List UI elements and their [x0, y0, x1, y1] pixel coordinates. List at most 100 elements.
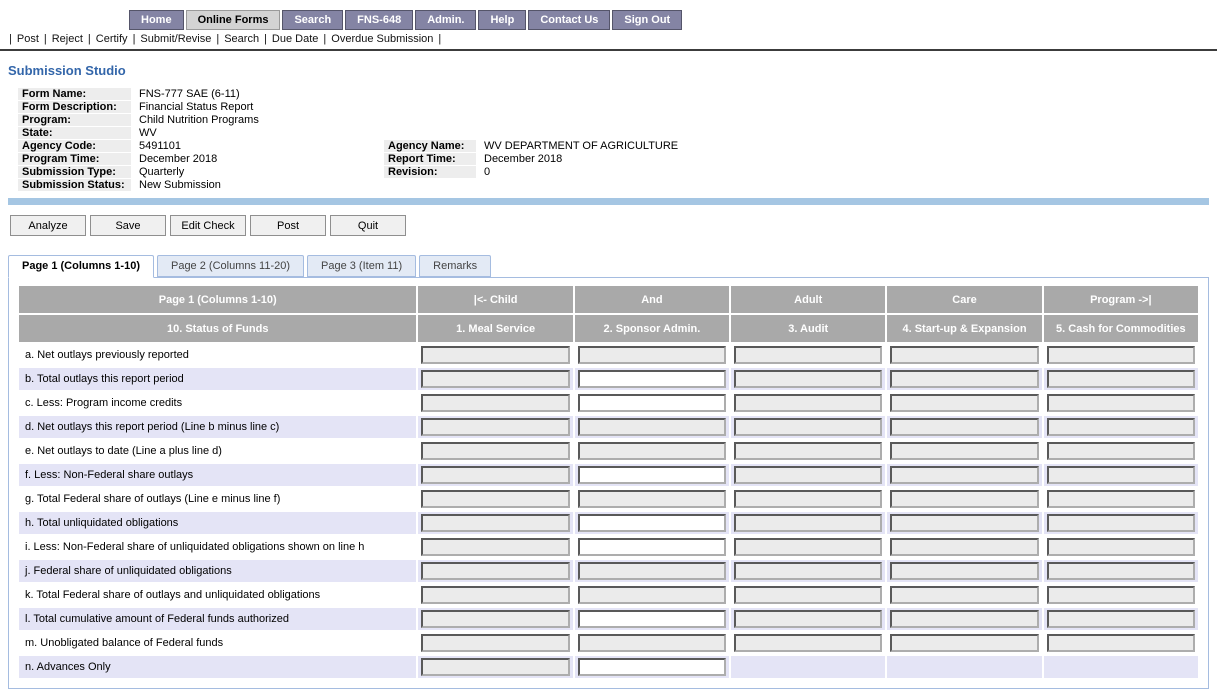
input-c-1: [421, 394, 570, 412]
meta-label-agency-name: Agency Name:: [384, 140, 476, 152]
tab-page-3-item-11[interactable]: Page 3 (Item 11): [307, 255, 417, 277]
toolbar-link-search[interactable]: Search: [224, 33, 260, 45]
toolbar-link-submit-revise[interactable]: Submit/Revise: [140, 33, 212, 45]
toolbar-link-overdue-submission[interactable]: Overdue Submission: [331, 33, 434, 45]
row-label-h: h. Total unliquidated obligations: [19, 512, 417, 534]
nav-fns-648[interactable]: FNS-648: [345, 10, 414, 30]
meta-value-state: WV: [139, 127, 157, 139]
input-j-5: [1046, 562, 1195, 580]
input-k-5: [1046, 586, 1195, 604]
meta-value-agency-code: 5491101: [139, 140, 182, 152]
nav-sign-out[interactable]: Sign Out: [612, 10, 683, 30]
column-header-child: |<- Child: [418, 286, 573, 313]
cell-d-4: [887, 416, 1042, 438]
nav-admin[interactable]: Admin.: [415, 10, 477, 30]
input-l-4: [890, 610, 1039, 628]
toolbar-link-due-date[interactable]: Due Date: [271, 33, 319, 45]
column-header-page-1-columns-1-10: Page 1 (Columns 1-10): [19, 286, 417, 313]
input-l-1: [421, 610, 570, 628]
meta-label-report-time: Report Time:: [384, 153, 476, 165]
cell-j-1: [418, 560, 573, 582]
meta-value-form-name: FNS-777 SAE (6-11): [139, 88, 240, 100]
cell-j-2: [574, 560, 730, 582]
analyze-button[interactable]: Analyze: [10, 215, 86, 236]
pipe-separator: |: [264, 33, 267, 45]
input-a-5: [1046, 346, 1195, 364]
meta-label-program: Program:: [18, 114, 131, 126]
input-h-2[interactable]: [577, 514, 727, 532]
table-row: c. Less: Program income credits: [19, 392, 1198, 414]
input-g-5: [1046, 490, 1195, 508]
input-j-2: [577, 562, 727, 580]
nav-help[interactable]: Help: [478, 10, 527, 30]
input-l-2[interactable]: [577, 610, 727, 628]
cell-h-5: [1043, 512, 1198, 534]
cell-n-3: [731, 656, 886, 678]
nav-search[interactable]: Search: [282, 10, 344, 30]
toolbar-link-reject[interactable]: Reject: [51, 33, 83, 45]
nav-contact-us[interactable]: Contact Us: [528, 10, 611, 30]
cell-h-4: [887, 512, 1042, 534]
meta-label-program-time: Program Time:: [18, 153, 131, 165]
cell-m-3: [731, 632, 886, 654]
cell-n-4: [887, 656, 1042, 678]
row-label-d: d. Net outlays this report period (Line …: [19, 416, 417, 438]
input-f-2[interactable]: [577, 466, 727, 484]
cell-j-3: [731, 560, 886, 582]
nav-online-forms[interactable]: Online Forms: [185, 10, 281, 30]
row-label-c: c. Less: Program income credits: [19, 392, 417, 414]
quit-button[interactable]: Quit: [330, 215, 406, 236]
input-c-2[interactable]: [577, 394, 727, 412]
cell-i-1: [418, 536, 573, 558]
column-header-2-sponsor-admin: 2. Sponsor Admin.: [574, 315, 730, 342]
cell-l-3: [731, 608, 886, 630]
tab-page-2-columns-11-20[interactable]: Page 2 (Columns 11-20): [156, 255, 305, 277]
cell-m-4: [887, 632, 1042, 654]
cell-f-3: [731, 464, 886, 486]
input-b-2[interactable]: [577, 370, 727, 388]
tab-page-1-columns-1-10[interactable]: Page 1 (Columns 1-10): [8, 255, 154, 278]
cell-b-5: [1043, 368, 1198, 390]
cell-m-2: [574, 632, 730, 654]
input-c-5: [1046, 394, 1195, 412]
cell-k-4: [887, 584, 1042, 606]
edit-check-button[interactable]: Edit Check: [170, 215, 246, 236]
cell-c-4: [887, 392, 1042, 414]
cell-b-3: [731, 368, 886, 390]
nav-home[interactable]: Home: [129, 10, 184, 30]
input-h-1: [421, 514, 570, 532]
input-b-4: [890, 370, 1039, 388]
toolbar-link-certify[interactable]: Certify: [95, 33, 128, 45]
column-header-and: And: [574, 286, 730, 313]
input-d-4: [890, 418, 1039, 436]
cell-h-3: [731, 512, 886, 534]
toolbar-link-post[interactable]: Post: [16, 33, 39, 45]
cell-h-2: [574, 512, 730, 534]
input-n-2[interactable]: [577, 658, 727, 676]
input-f-3: [734, 466, 883, 484]
input-k-2: [577, 586, 727, 604]
input-d-2: [577, 418, 727, 436]
save-button[interactable]: Save: [90, 215, 166, 236]
input-m-2: [577, 634, 727, 652]
row-label-g: g. Total Federal share of outlays (Line …: [19, 488, 417, 510]
input-j-4: [890, 562, 1039, 580]
input-j-3: [734, 562, 883, 580]
input-f-4: [890, 466, 1039, 484]
column-header-5-cash-for-commodities: 5. Cash for Commodities: [1043, 315, 1198, 342]
row-label-f: f. Less: Non-Federal share outlays: [19, 464, 417, 486]
post-button[interactable]: Post: [250, 215, 326, 236]
table-row: j. Federal share of unliquidated obligat…: [19, 560, 1198, 582]
tab-remarks[interactable]: Remarks: [419, 255, 492, 277]
cell-c-1: [418, 392, 573, 414]
meta-value-submission-status: New Submission: [139, 179, 221, 191]
column-header-10-status-of-funds: 10. Status of Funds: [19, 315, 417, 342]
cell-k-5: [1043, 584, 1198, 606]
meta-value-agency-name: WV DEPARTMENT OF AGRICULTURE: [484, 140, 679, 152]
input-i-2[interactable]: [577, 538, 727, 556]
cell-g-5: [1043, 488, 1198, 510]
meta-value-revision: 0: [484, 166, 491, 178]
row-label-a: a. Net outlays previously reported: [19, 344, 417, 366]
table-row: k. Total Federal share of outlays and un…: [19, 584, 1198, 606]
cell-m-5: [1043, 632, 1198, 654]
